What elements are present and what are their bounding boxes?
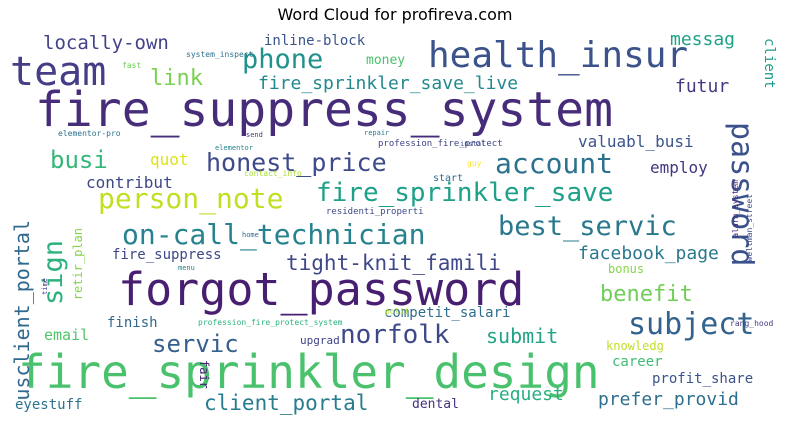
cloud-word: valuabl_busi (578, 132, 694, 151)
cloud-word: benefit (600, 282, 693, 307)
cloud-word word-vertical: wellman_street (745, 194, 754, 262)
cloud-word: quot (150, 150, 189, 169)
cloud-word: bonus (608, 262, 645, 276)
cloud-word: repair (364, 129, 390, 137)
cloud-word: contact_info (244, 169, 302, 178)
cloud-word: phone (242, 44, 324, 75)
cloud-word word-vertical: client (761, 38, 777, 89)
cloud-word: elementor-pro (58, 129, 121, 138)
cloud-word: client_portal (204, 391, 369, 415)
cloud-word: profession_fire_protect_system (198, 318, 343, 327)
cloud-word: career (612, 354, 663, 370)
cloud-word: upgrad (300, 334, 340, 347)
cloud-word: menu (178, 264, 195, 272)
cloud-word word-vertical: usclient_portal (10, 220, 34, 401)
cloud-word: messag (670, 30, 736, 50)
cloud-word: fire_sprinkler_save_live (258, 73, 519, 94)
cloud-word: email (44, 326, 90, 344)
cloud-word: employ (650, 158, 708, 177)
cloud-word: honest_price (206, 148, 387, 177)
cloud-word: busi (50, 146, 108, 174)
cloud-word: profit_share (652, 371, 754, 387)
cloud-word word-vertical: retir_plan (71, 228, 85, 301)
cloud-word: fire_suppress_system (35, 82, 613, 138)
word-cloud: fire_suppress_system fire_sprinkler_desi… (10, 30, 780, 415)
chart-title: Word Cloud for profireva.com (277, 5, 513, 24)
cloud-word: profession_fire_protect (378, 139, 503, 149)
cloud-word: team (10, 49, 107, 95)
cloud-word: health_insur (428, 35, 689, 76)
cloud-word: instal (460, 140, 486, 148)
cloud-word: competit_salari (384, 305, 511, 321)
cloud-word: send (246, 131, 263, 139)
cloud-word: rang_hood (730, 319, 774, 328)
cloud-word: account (495, 147, 614, 180)
cloud-word word-vertical: fair (197, 360, 211, 389)
cloud-word: guy (467, 159, 482, 168)
cloud-word: norfolk (340, 320, 450, 350)
cloud-word: locally-own (43, 32, 169, 54)
cloud-word: fire_sprinkler_save (316, 178, 614, 208)
cloud-word: inline-block (264, 33, 366, 49)
cloud-word: home (242, 231, 259, 239)
cloud-word: elementor (215, 144, 253, 152)
cloud-word: person_note (98, 182, 284, 215)
cloud-word: submit (486, 324, 559, 348)
cloud-word word-vertical: alarm_system (731, 180, 740, 238)
cloud-word word-vertical: password (724, 122, 759, 267)
cloud-word word-vertical: time (41, 278, 49, 295)
cloud-word word-vertical: sign (38, 240, 69, 306)
cloud-word: money (366, 53, 406, 68)
cloud-word: futur (675, 76, 730, 97)
cloud-word: request (488, 384, 564, 405)
cloud-word: finish (107, 315, 158, 331)
cloud-word: forgot_password (118, 263, 525, 316)
cloud-word: best_servic (498, 211, 677, 242)
cloud-word: eyestuff (15, 397, 83, 413)
cloud-word: facebook_page (578, 243, 719, 264)
cloud-word: subject (628, 307, 755, 342)
cloud-word: fire_sprinkler_design (18, 345, 600, 399)
cloud-word: fast (122, 61, 142, 70)
cloud-word: dental (412, 397, 459, 412)
cloud-word: residenti_properti (326, 207, 424, 217)
cloud-word: servic (152, 330, 239, 358)
cloud-word: link (150, 66, 203, 91)
cloud-word: contribut (86, 173, 173, 192)
cloud-word: on-call_technician (122, 218, 426, 251)
cloud-word: tight-knit_famili (286, 251, 501, 275)
cloud-word: fire_suppress (112, 247, 222, 263)
cloud-word: start (433, 173, 464, 184)
cloud-word: polit (385, 307, 410, 316)
cloud-word: prefer_provid (598, 389, 739, 410)
cloud-word: knowledg (606, 339, 664, 353)
cloud-word: system_inspect (186, 50, 254, 59)
